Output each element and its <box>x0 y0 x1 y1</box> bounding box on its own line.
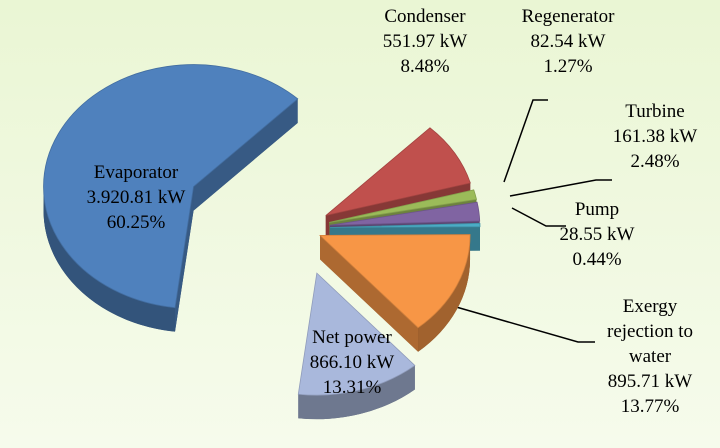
leader-line <box>417 295 595 343</box>
slice-side <box>174 186 194 332</box>
slice-top <box>329 201 481 226</box>
slice-label: Pump <box>575 199 619 220</box>
slice-top <box>329 222 481 228</box>
value-label: 13.77% <box>621 396 680 417</box>
slice-label: Regenerator <box>522 6 616 27</box>
amount-label: 895.71 kW <box>608 371 693 392</box>
slice-top <box>319 234 471 329</box>
value-label: 8.48% <box>400 56 449 77</box>
value-label: 60.25% <box>107 212 166 233</box>
amount-label: 82.54 kW <box>531 31 606 52</box>
value-label: 1.27% <box>543 56 592 77</box>
slice <box>297 272 416 420</box>
slice-label: Evaporator <box>94 162 179 183</box>
amount-label: 551.97 kW <box>383 31 468 52</box>
slice <box>319 234 471 352</box>
slice-label: Exergy rejection to water <box>607 296 693 367</box>
slice-top <box>325 127 471 216</box>
slice-top <box>297 272 416 396</box>
slice-top <box>43 64 299 309</box>
slice-wall <box>418 235 471 352</box>
leader-line <box>503 99 548 183</box>
slice-label: Condenser <box>384 6 466 27</box>
slice-label: Net power <box>312 327 392 348</box>
value-label: 0.44% <box>572 249 621 270</box>
slice-wall <box>43 186 175 332</box>
amount-label: 28.55 kW <box>560 224 635 245</box>
value-label: 13.31% <box>323 377 382 398</box>
slice-label: Turbine <box>625 101 684 122</box>
slice-side <box>320 235 419 352</box>
slice-side <box>193 98 298 211</box>
amount-label: 161.38 kW <box>613 126 698 147</box>
leader-line <box>509 179 612 197</box>
leader-line <box>511 207 566 227</box>
leader-lines <box>417 99 612 343</box>
slice-wall <box>298 365 415 420</box>
amount-label: 866.10 kW <box>310 352 395 373</box>
slice-top <box>329 189 477 223</box>
amount-label: 3.920.81 kW <box>87 187 186 208</box>
value-label: 2.48% <box>630 151 679 172</box>
slice <box>43 64 299 332</box>
